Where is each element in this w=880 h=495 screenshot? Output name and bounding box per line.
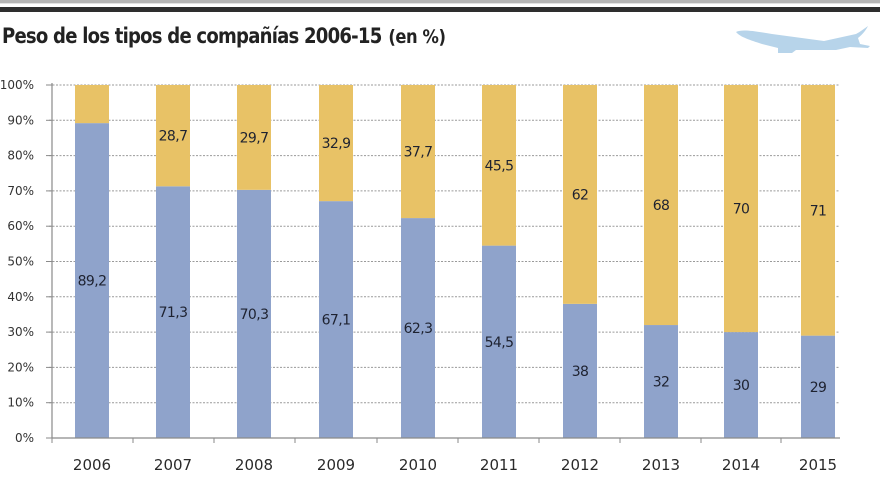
- chart-title-text: Peso de los tipos de compañías 2006-15: [2, 24, 382, 48]
- bar-segment-top: [401, 85, 435, 219]
- y-tick-label: 80%: [7, 149, 34, 163]
- y-tick-label: 40%: [7, 290, 34, 304]
- data-label: 71: [810, 203, 827, 219]
- x-tick-label: 2012: [561, 456, 599, 474]
- axes: [51, 83, 840, 439]
- gridlines: [49, 84, 840, 404]
- chart-title-unit: (en %): [388, 26, 446, 48]
- data-label: 70: [733, 202, 750, 218]
- y-tick-label: 60%: [7, 219, 34, 233]
- data-label: 70,3: [240, 307, 269, 323]
- chart-title: Peso de los tipos de compañías 2006-15 (e…: [2, 24, 446, 48]
- x-tick-label: 2014: [722, 456, 760, 474]
- y-tick-label: 100%: [0, 78, 34, 92]
- x-tick-label: 2011: [480, 456, 518, 474]
- airplane-icon: [736, 26, 870, 53]
- bar-segment-bottom: [724, 332, 758, 438]
- data-label: 29,7: [240, 130, 269, 146]
- x-tick-label: 2010: [399, 456, 437, 474]
- y-tick-label: 0%: [15, 431, 34, 445]
- x-tick-label: 2006: [73, 456, 111, 474]
- x-tick-label: 2009: [317, 456, 355, 474]
- bar-segment-top: [156, 85, 190, 187]
- data-label: 45,5: [485, 158, 514, 174]
- header-rule: [0, 7, 880, 12]
- bar-segment-top: [482, 85, 516, 246]
- data-label: 32: [653, 375, 670, 391]
- bar-segment-top: [563, 85, 597, 304]
- data-label: 89,2: [78, 274, 107, 290]
- x-tick-label: 2015: [799, 456, 837, 474]
- bar-segment-top: [724, 85, 758, 333]
- top-rule-light: [0, 3, 880, 4]
- bar-segment-bottom: [401, 218, 435, 438]
- data-label: 32,9: [322, 136, 351, 152]
- data-label: 30: [733, 378, 750, 394]
- bar-segment-bottom: [563, 303, 597, 438]
- top-rule: [0, 0, 880, 3]
- y-tick-label: 90%: [7, 113, 34, 127]
- bar-segment-bottom: [482, 245, 516, 438]
- bar-segment-top: [237, 85, 271, 190]
- bar-segment-bottom: [319, 201, 353, 438]
- bar-segment-top: [319, 85, 353, 202]
- airplane-shape: [736, 26, 870, 53]
- bar-segment-bottom: [801, 335, 835, 438]
- data-label: 38: [572, 364, 589, 380]
- y-tick-label: 70%: [7, 184, 34, 198]
- bar-segment-top: [75, 85, 109, 124]
- data-label: 71,3: [159, 305, 188, 321]
- bars: 89,2 71,3 28,7 70,3 29,7 67,1 32,9 62,3 37,7 54,5…: [75, 85, 835, 439]
- data-label: 62,3: [404, 321, 433, 337]
- y-axis-ticks: 0% 10% 20% 30% 40% 50% 60% 70% 80% 90% 100%: [0, 78, 52, 445]
- bar-segment-bottom: [644, 325, 678, 438]
- bar-segment-top: [801, 85, 835, 336]
- data-label: 54,5: [485, 335, 514, 351]
- y-tick-label: 50%: [7, 255, 34, 269]
- bar-segment-top: [644, 85, 678, 326]
- data-label: 62: [572, 187, 589, 203]
- x-tick-label: 2008: [235, 456, 273, 474]
- data-label: 67,1: [322, 313, 351, 329]
- data-label: 68: [653, 198, 670, 214]
- y-tick-label: 30%: [7, 325, 34, 339]
- x-tick-label: 2007: [154, 456, 192, 474]
- y-tick-label: 20%: [7, 360, 34, 374]
- x-tick-label: 2013: [642, 456, 680, 474]
- y-tick-label: 10%: [7, 396, 34, 410]
- x-axis-ticks: 2006 2007 2008 2009 2010 2011 2012 2013 2014 2015: [51, 438, 837, 474]
- data-label: 37,7: [404, 145, 433, 161]
- bar-segment-bottom: [75, 123, 109, 439]
- data-label: 29: [810, 380, 827, 396]
- bar-segment-bottom: [237, 189, 271, 438]
- data-label: 28,7: [159, 129, 188, 145]
- bar-segment-bottom: [156, 186, 190, 438]
